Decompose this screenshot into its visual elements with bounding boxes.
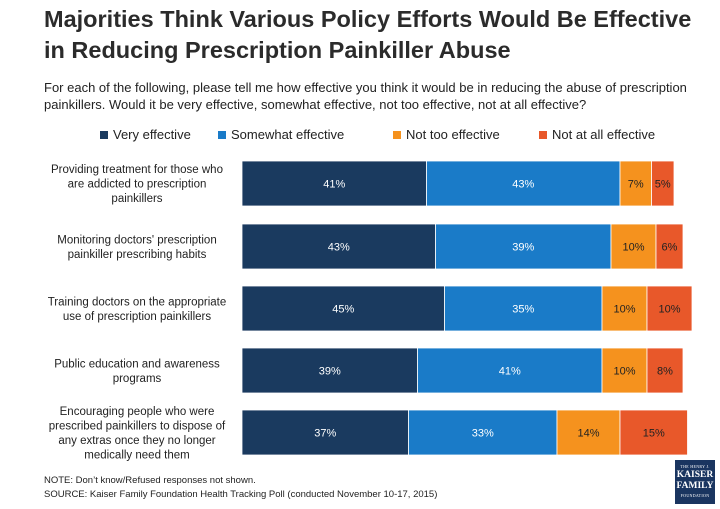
bar-segment-somewhat	[417, 347, 603, 394]
logo-line-1: THE HENRY J.	[680, 464, 710, 469]
bar-segment-very	[241, 160, 427, 207]
legend-swatch-not-too	[393, 130, 401, 139]
data-label: 10%	[613, 366, 635, 378]
legend-swatch-very	[100, 130, 108, 139]
data-label: 35%	[512, 304, 534, 316]
bar-segment-somewhat	[444, 285, 603, 332]
data-label: 10%	[613, 304, 635, 316]
data-label: 37%	[314, 428, 336, 440]
bar-segment-not-at-all	[655, 223, 684, 270]
bar-segment-not-too	[619, 160, 652, 207]
data-label: 43%	[328, 242, 350, 254]
bar-segment-somewhat	[435, 223, 612, 270]
data-label: 10%	[622, 242, 644, 254]
bar-segment-somewhat	[426, 160, 621, 207]
legend: Very effective Somewhat effective Not to…	[0, 127, 720, 145]
legend-label-somewhat: Somewhat effective	[231, 127, 345, 142]
legend-swatch-not-at-all	[539, 130, 547, 139]
category-label: Monitoring doctors' prescription painkill…	[57, 234, 216, 261]
legend-item-very: Very effective	[100, 127, 191, 142]
data-label: 39%	[512, 242, 534, 254]
data-label: 10%	[658, 304, 680, 316]
data-label: 6%	[662, 242, 678, 254]
logo-line-4: FOUNDATION	[680, 493, 710, 498]
bar-segment-not-at-all	[619, 409, 688, 456]
data-label: 41%	[323, 179, 345, 191]
note-text: NOTE: Don’t know/Refused responses not s…	[44, 475, 256, 486]
data-label: 7%	[628, 179, 644, 191]
source-text: SOURCE: Kaiser Family Foundation Health …	[44, 489, 438, 500]
legend-item-not-too: Not too effective	[393, 127, 500, 142]
bar-segment-not-too	[556, 409, 621, 456]
bar-segment-not-too	[601, 347, 648, 394]
data-label: 33%	[472, 428, 494, 440]
category-label: Public education and awareness programs	[54, 358, 220, 385]
category-label: Providing treatment for those who are add…	[51, 164, 223, 205]
bar-segment-very	[241, 285, 445, 332]
category-label: Encouraging people who were prescribed pa…	[49, 406, 226, 462]
legend-swatch-somewhat	[218, 130, 226, 139]
legend-item-somewhat: Somewhat effective	[218, 127, 344, 142]
legend-label-not-at-all: Not at all effective	[552, 127, 656, 142]
legend-label-very: Very effective	[113, 127, 191, 142]
bar-segment-not-at-all	[651, 160, 675, 207]
footnote: NOTE: Don’t know/Refused responses not s…	[44, 474, 437, 502]
chart-title: Majorities Think Various Policy Efforts …	[44, 6, 692, 63]
data-label: 43%	[512, 179, 534, 191]
bar-segment-not-too	[610, 223, 657, 270]
bar-segment-somewhat	[408, 409, 558, 456]
legend-label-not-too: Not too effective	[406, 127, 500, 142]
bar-segment-not-too	[601, 285, 648, 332]
kff-logo: THE HENRY J. KAISER FAMILY FOUNDATION	[675, 460, 715, 504]
legend-item-not-at-all: Not at all effective	[539, 127, 655, 142]
data-label: 45%	[332, 304, 354, 316]
data-label: 15%	[643, 428, 665, 440]
data-label: 8%	[657, 366, 673, 378]
logo-line-3: FAMILY	[676, 481, 714, 491]
data-label: 39%	[319, 366, 341, 378]
bar-segment-not-at-all	[646, 285, 693, 332]
data-label: 41%	[499, 366, 521, 378]
bar-segment-very	[241, 409, 409, 456]
bar-segment-not-at-all	[646, 347, 684, 394]
logo-line-2: KAISER	[676, 470, 714, 480]
chart-subtitle: For each of the following, please tell m…	[44, 80, 687, 112]
data-label: 5%	[655, 179, 671, 191]
bar-segment-very	[241, 223, 436, 270]
data-label: 14%	[577, 428, 599, 440]
bar-segment-very	[241, 347, 418, 394]
category-label: Training doctors on the appropriate use o…	[48, 296, 227, 323]
